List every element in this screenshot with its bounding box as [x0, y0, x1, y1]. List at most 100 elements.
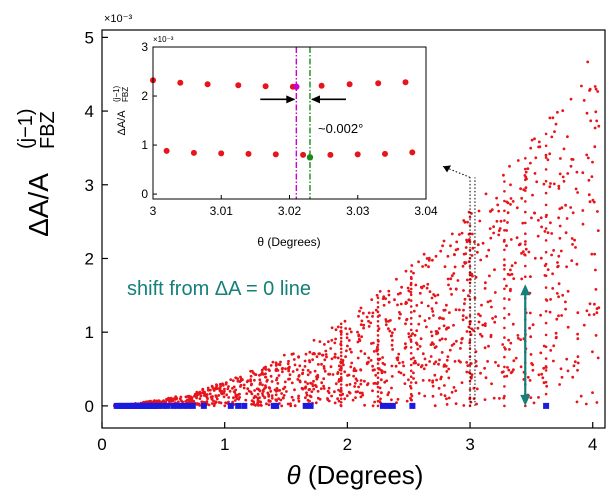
red-data-point — [466, 278, 469, 282]
red-data-point — [306, 382, 310, 385]
red-data-point — [426, 282, 430, 286]
red-data-point — [595, 119, 599, 123]
red-data-point — [371, 364, 374, 368]
inset-green-point — [306, 154, 314, 161]
red-data-point — [421, 352, 425, 356]
red-data-point — [306, 369, 310, 372]
red-data-point — [524, 186, 528, 190]
red-data-point — [450, 344, 454, 347]
red-data-point — [371, 341, 375, 345]
red-data-point — [562, 147, 566, 151]
red-data-point — [339, 386, 343, 390]
red-data-point — [580, 84, 583, 88]
red-data-point — [407, 332, 411, 335]
red-data-point — [376, 296, 380, 300]
inset-y-axis-label-sub: FBZ — [121, 87, 130, 102]
red-data-point — [409, 322, 413, 326]
red-data-point — [339, 351, 343, 354]
red-data-point — [576, 332, 579, 336]
red-data-point — [289, 402, 292, 406]
red-data-point — [282, 394, 286, 397]
red-data-point — [312, 387, 316, 391]
red-data-point — [365, 361, 369, 365]
red-data-point — [222, 395, 226, 399]
red-data-point — [195, 391, 199, 395]
red-data-point — [228, 389, 232, 393]
red-data-point — [556, 264, 560, 268]
red-data-point — [339, 326, 343, 329]
red-data-point — [390, 386, 393, 390]
red-data-point — [471, 274, 474, 278]
red-data-point — [274, 369, 278, 372]
red-data-point — [357, 314, 360, 318]
red-data-point — [343, 397, 347, 401]
red-data-point — [503, 238, 506, 242]
red-data-point — [208, 392, 212, 396]
red-data-point — [544, 179, 548, 183]
main-x-ticks: 0 1 2 3 4 — [97, 422, 597, 454]
main-y-axis-label: ΔA/A (j−1) FBZ — [15, 108, 59, 237]
red-data-point — [249, 379, 253, 383]
red-data-point — [206, 388, 210, 392]
red-data-point — [376, 310, 380, 314]
red-data-point — [397, 370, 401, 374]
red-data-point — [339, 354, 343, 358]
red-data-point — [455, 339, 458, 343]
red-data-point — [242, 386, 246, 390]
red-data-point — [308, 387, 311, 391]
inset-lower-point — [354, 151, 361, 158]
red-data-point — [342, 363, 345, 367]
red-data-point — [467, 294, 470, 298]
red-data-point — [407, 289, 411, 293]
blue-data-point — [160, 402, 167, 409]
red-data-point — [483, 322, 487, 326]
red-data-point — [210, 384, 214, 388]
red-data-point — [592, 313, 596, 316]
red-data-point — [576, 311, 580, 315]
red-data-point — [431, 394, 435, 398]
red-data-point — [339, 322, 343, 326]
red-data-point — [345, 383, 349, 387]
red-data-point — [549, 298, 552, 301]
red-data-point — [581, 222, 585, 226]
red-data-point — [393, 298, 396, 302]
red-data-point — [428, 360, 431, 363]
red-data-point — [376, 301, 380, 304]
red-data-point — [446, 277, 450, 281]
red-data-point — [585, 153, 589, 157]
red-data-point — [409, 328, 413, 332]
red-data-point — [227, 385, 230, 388]
red-data-point — [524, 178, 527, 182]
red-data-point — [475, 364, 478, 368]
red-data-point — [329, 365, 333, 369]
red-data-point — [443, 384, 446, 387]
red-data-point — [524, 240, 527, 243]
red-data-point — [458, 233, 461, 236]
red-data-point — [292, 358, 296, 361]
red-data-point — [291, 370, 295, 373]
red-data-point — [590, 175, 594, 179]
blue-data-point — [389, 402, 396, 409]
red-data-point — [528, 379, 532, 382]
red-data-point — [179, 395, 183, 399]
red-data-point — [442, 324, 446, 328]
red-data-point — [424, 363, 428, 367]
red-data-point — [558, 383, 561, 386]
red-data-point — [378, 386, 382, 390]
red-data-point — [376, 395, 380, 398]
red-data-point — [336, 371, 340, 374]
red-data-point — [432, 314, 435, 317]
blue-data-point — [409, 402, 416, 409]
red-data-point — [559, 249, 563, 253]
red-data-point — [559, 367, 563, 371]
red-data-point — [308, 371, 312, 374]
red-data-point — [463, 220, 467, 224]
red-data-point — [402, 373, 406, 377]
red-data-point — [313, 369, 317, 373]
red-data-point — [453, 265, 457, 269]
red-data-point — [489, 333, 493, 337]
red-data-point — [495, 196, 498, 200]
red-data-point — [363, 352, 367, 356]
main-x-axis-rest: (Degrees) — [301, 460, 424, 490]
red-data-point — [399, 291, 402, 295]
